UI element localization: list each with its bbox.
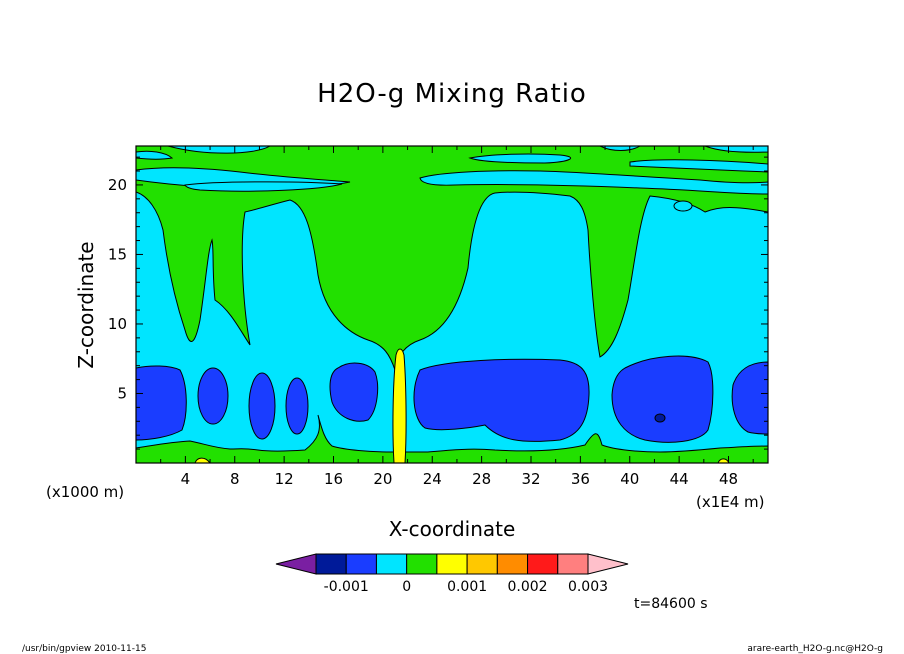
colorbar-swatch [496,553,529,575]
y-axis: 5 10 15 20 [108,156,768,450]
x-tick-label: 48 [719,470,738,488]
x-tick-label: 12 [275,470,294,488]
x-tick-label: 44 [670,470,689,488]
footer-left: /usr/bin/gpview 2010-11-15 [22,644,146,654]
y-axis-label: Z-coordinate [74,241,98,368]
contour-region-cyan-blob [673,200,693,212]
contour-region-blue-8 [731,361,768,435]
colorbar-tick-label: -0.001 [324,579,369,595]
colorbar: -0.001 0 0.001 0.002 0.003 [275,553,629,595]
y-unit-label: (x1000 m) [46,483,124,501]
x-tick-label: 4 [181,470,191,488]
chart-title: H2O-g Mixing Ratio [317,79,587,109]
colorbar-swatch [315,553,347,575]
colorbar-tick-label: 0.001 [447,579,487,595]
x-tick-label: 36 [571,470,590,488]
colorbar-extend-low [275,553,317,575]
colorbar-swatch [345,553,377,575]
colorbar-tick-label: 0.002 [508,579,548,595]
contour-region-blue-2 [197,367,229,425]
contour-region-blue-7 [611,355,714,443]
x-unit-label: (x1E4 m) [696,493,765,511]
colorbar-swatch [406,553,438,575]
contour-region-cyan-stripe-5 [629,159,768,173]
footer-right: arare-earth_H2O-g.nc@H2O-g [747,644,883,654]
colorbar-extend-high [587,553,629,575]
contour-region-blue-4 [285,377,309,435]
colorbar-swatch [466,553,498,575]
x-tick-label: 20 [373,470,392,488]
y-tick-label: 15 [108,245,127,263]
x-tick-label: 16 [324,470,343,488]
contour-region-cyan-stripe-3 [419,170,768,195]
contour-region-cyan-cap-1 [167,146,271,154]
x-axis-label: X-coordinate [389,517,516,541]
x-tick-label: 8 [230,470,240,488]
plot-frame [135,145,769,464]
contour-field [136,146,768,463]
colorbar-swatch [557,553,589,575]
y-tick-label: 20 [108,176,127,194]
colorbar-tick-label: 0 [402,579,411,595]
y-tick-label: 5 [117,384,127,402]
contour-region-dark-blue [654,413,666,423]
contour-region-blue-6 [413,358,590,442]
colorbar-swatch [527,553,559,575]
x-tick-label: 32 [521,470,540,488]
contour-region-cyan-cap-4 [136,150,174,160]
x-tick-label: 24 [423,470,442,488]
x-tick-label: 28 [472,470,491,488]
contour-region-blue-1 [136,365,187,441]
colorbar-swatch [436,553,468,575]
contour-region-green-top [136,146,768,372]
time-label: t=84600 s [634,596,708,612]
contour-region-yellow-spike [392,348,407,463]
contour-region-cyan-stripe-4 [468,153,572,164]
x-axis: 4 8 12 16 20 24 28 32 36 40 44 48 [160,146,754,488]
x-tick-label: 40 [620,470,639,488]
contour-region-blue-5 [329,362,379,422]
colorbar-swatch [375,553,408,575]
y-tick-label: 10 [108,315,127,333]
contour-region-cyan-stripe-2 [184,181,343,192]
colorbar-tick-label: 0.003 [568,579,608,595]
contour-region-blue-3 [248,372,276,440]
